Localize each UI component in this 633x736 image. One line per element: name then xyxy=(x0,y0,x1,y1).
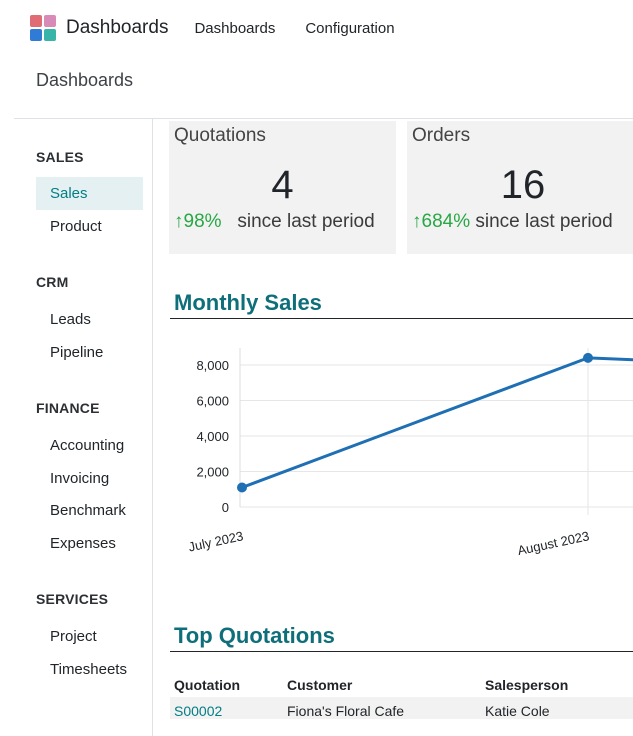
data-point xyxy=(583,352,593,363)
y-tick-label: 4,000 xyxy=(196,429,229,444)
kpi-value: 16 xyxy=(500,163,546,207)
app-icon-tile xyxy=(44,15,56,27)
kpi-title: Orders xyxy=(412,125,471,146)
sidebar-item-pipeline[interactable]: Pipeline xyxy=(50,344,104,361)
kpi-trend-text: since last period xyxy=(237,211,375,232)
kpi-title: Quotations xyxy=(174,125,266,146)
breadcrumb: Dashboards xyxy=(36,70,134,90)
sidebar-item-timesheets[interactable]: Timesheets xyxy=(50,661,127,678)
dashboards-app-icon[interactable] xyxy=(30,15,56,41)
y-tick-label: 8,000 xyxy=(196,358,229,373)
sidebar-section-sales: SALES xyxy=(36,149,84,165)
monthly-sales-chart[interactable]: 0 2,000 4,000 6,000 8,000 July 2023 August 202… xyxy=(170,330,633,570)
kpi-value: 4 xyxy=(271,163,294,207)
app-icon-tile xyxy=(44,29,56,41)
arrow-up-icon: ↑ xyxy=(412,211,422,232)
customer-cell: Fiona's Floral Cafe xyxy=(287,703,405,719)
kpi-trend-percent: 684% xyxy=(421,211,471,232)
x-tick-label: August 2023 xyxy=(516,528,591,558)
y-tick-label: 6,000 xyxy=(196,394,229,409)
sidebar-item-product[interactable]: Product xyxy=(50,218,102,235)
sidebar-item-leads[interactable]: Leads xyxy=(50,311,91,328)
kpi-trend: ↑98% since last period xyxy=(174,211,375,233)
app-icon-tile xyxy=(30,15,42,27)
table-row[interactable] xyxy=(170,697,633,719)
column-header-quotation[interactable]: Quotation xyxy=(174,677,241,693)
kpi-card-quotations[interactable]: Quotations 4 ↑98% since last period xyxy=(169,121,396,254)
sidebar-section-services: SERVICES xyxy=(36,591,109,607)
kpi-trend: ↑684% since last period xyxy=(412,211,613,233)
top-navbar: Dashboards Dashboards Configuration xyxy=(0,0,633,56)
series-line xyxy=(241,356,633,489)
y-tick-label: 2,000 xyxy=(196,465,229,480)
top-quotations-title: Top Quotations xyxy=(174,623,335,648)
kpi-trend-text: since last period xyxy=(475,211,613,232)
sidebar-item-sales[interactable]: Sales xyxy=(36,177,143,210)
kpi-trend-percent: 98% xyxy=(183,211,222,232)
data-point xyxy=(237,482,247,493)
column-header-customer[interactable]: Customer xyxy=(287,677,353,693)
nav-menu-configuration[interactable]: Configuration xyxy=(305,19,395,37)
sidebar-item-invoicing[interactable]: Invoicing xyxy=(50,470,110,487)
sidebar: SALES Sales Product CRM Leads Pipeline F… xyxy=(14,119,153,736)
header-divider xyxy=(14,118,633,119)
sidebar-item-project[interactable]: Project xyxy=(50,628,97,645)
section-divider xyxy=(170,318,633,319)
sidebar-section-finance: FINANCE xyxy=(36,400,100,416)
column-header-salesperson[interactable]: Salesperson xyxy=(485,677,569,693)
x-tick-label: July 2023 xyxy=(187,528,245,554)
app-brand[interactable]: Dashboards xyxy=(66,17,169,38)
y-tick-label: 0 xyxy=(222,500,229,515)
sidebar-item-accounting[interactable]: Accounting xyxy=(50,437,125,454)
sidebar-item-expenses[interactable]: Expenses xyxy=(50,535,116,552)
quotation-link[interactable]: S00002 xyxy=(174,703,223,719)
kpi-card-orders[interactable]: Orders 16 ↑684% since last period xyxy=(407,121,633,254)
salesperson-cell: Katie Cole xyxy=(485,703,550,719)
app-icon-tile xyxy=(30,29,42,41)
sidebar-section-crm: CRM xyxy=(36,274,69,290)
arrow-up-icon: ↑ xyxy=(174,211,184,232)
nav-menu-dashboards[interactable]: Dashboards xyxy=(194,19,276,37)
section-divider xyxy=(170,651,633,652)
sidebar-item-benchmark[interactable]: Benchmark xyxy=(50,502,126,519)
monthly-sales-title: Monthly Sales xyxy=(174,290,322,315)
